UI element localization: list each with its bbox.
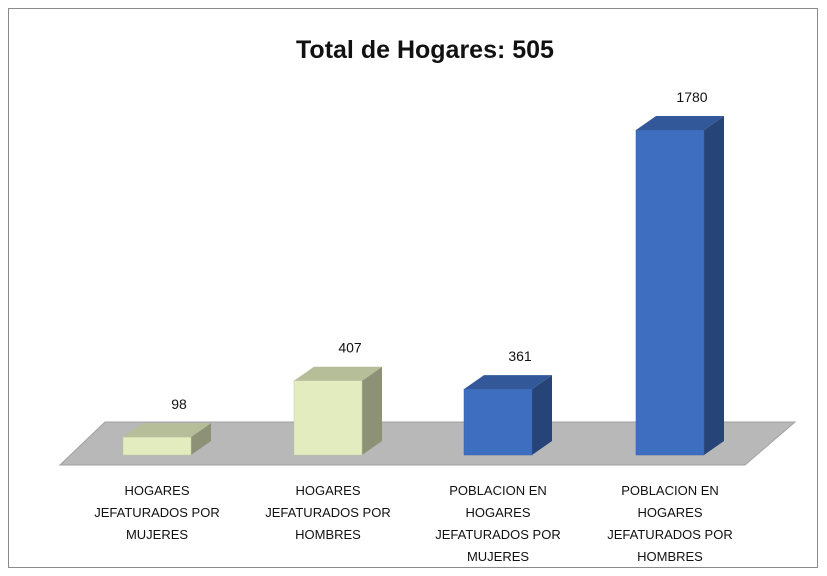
floor — [58, 421, 797, 466]
bar-side — [704, 116, 724, 455]
bar-top — [636, 116, 724, 130]
value-label: 98 — [171, 396, 187, 412]
category-label: HOGARES JEFATURADOS POR HOMBRES — [265, 483, 391, 542]
bar — [122, 436, 192, 456]
category-label: POBLACION EN HOGARES JEFATURADOS POR MUJ… — [435, 483, 561, 564]
bar-top — [464, 375, 552, 390]
category-label: HOGARES JEFATURADOS POR MUJERES — [94, 483, 220, 542]
bar-side — [532, 375, 552, 455]
value-label: 361 — [508, 348, 532, 364]
bar — [293, 380, 363, 456]
bar-side — [362, 366, 382, 455]
bar-side — [191, 423, 211, 455]
chart-title: Total de Hogares: 505 — [296, 36, 554, 64]
value-label: 1780 — [676, 89, 707, 105]
value-label: 407 — [338, 340, 362, 356]
bar — [463, 388, 533, 456]
bar-top — [294, 366, 382, 381]
chart-frame — [8, 8, 818, 568]
category-label: POBLACION EN HOGARES JEFATURADOS POR HOM… — [607, 483, 733, 564]
bar — [635, 129, 705, 456]
bar-top — [123, 423, 211, 438]
